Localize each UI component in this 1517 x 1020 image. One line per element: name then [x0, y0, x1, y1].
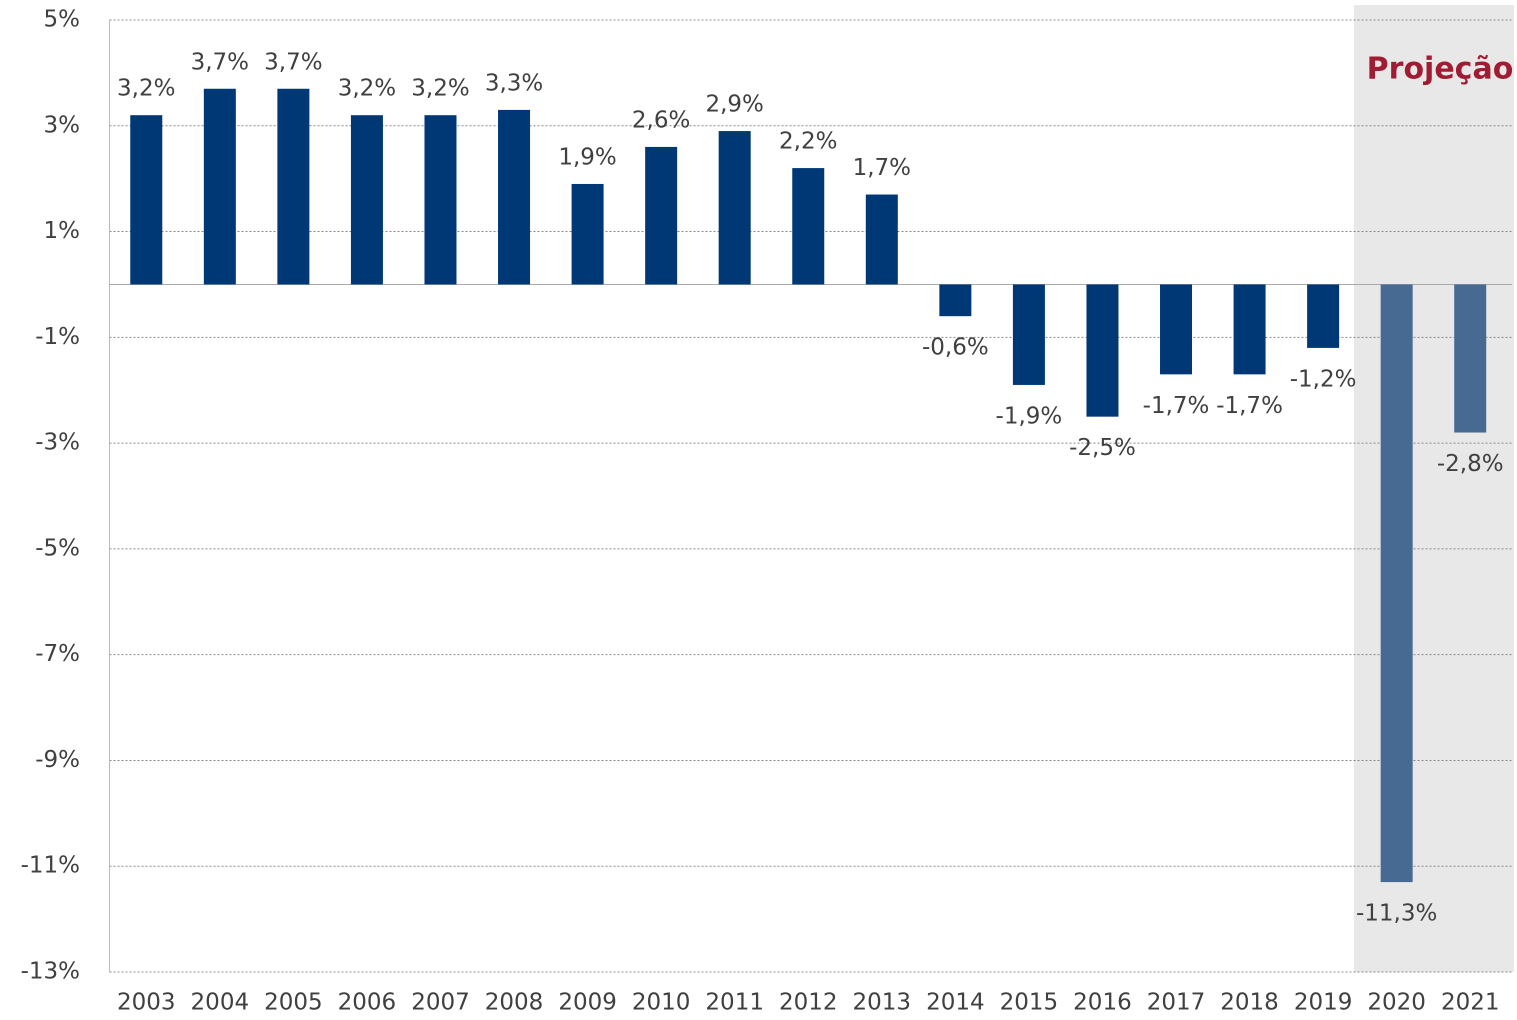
value-label: 3,2% [411, 76, 469, 102]
value-label: -2,5% [1069, 435, 1136, 461]
y-tick-label: -1% [35, 324, 80, 350]
x-tick-label: 2003 [117, 990, 176, 1016]
bar [1307, 284, 1340, 348]
x-tick-label: 2013 [853, 990, 912, 1016]
value-label: 1,9% [558, 144, 616, 170]
bar [1086, 284, 1119, 417]
x-tick-label: 2018 [1220, 990, 1279, 1016]
x-tick-label: 2011 [705, 990, 764, 1016]
bar [130, 115, 163, 285]
x-tick-label: 2016 [1073, 990, 1132, 1016]
value-label: -0,6% [922, 335, 989, 361]
value-label: -11,3% [1356, 901, 1437, 927]
value-label: 2,6% [632, 107, 690, 133]
y-tick-label: 1% [44, 218, 81, 244]
value-label: 3,2% [338, 76, 396, 102]
bar [718, 131, 751, 285]
bar [350, 115, 383, 285]
bar [645, 146, 678, 285]
y-tick-label: -7% [35, 641, 80, 667]
x-tick-label: 2021 [1441, 990, 1500, 1016]
bar [865, 194, 898, 285]
value-label: -1,7% [1143, 393, 1210, 419]
bar [1012, 284, 1045, 385]
bar [1160, 284, 1193, 375]
x-tick-label: 2009 [558, 990, 617, 1016]
value-label: 3,2% [117, 76, 175, 102]
y-tick-label: -3% [35, 430, 80, 456]
value-label: 3,7% [191, 49, 249, 75]
value-label: 3,7% [264, 49, 322, 75]
bar [1454, 284, 1487, 433]
value-label: 2,2% [779, 129, 837, 155]
x-tick-label: 2019 [1294, 990, 1353, 1016]
x-tick-label: 2020 [1367, 990, 1426, 1016]
y-tick-label: -9% [35, 747, 80, 773]
bar [498, 109, 531, 285]
x-tick-label: 2017 [1147, 990, 1206, 1016]
bar [939, 284, 972, 317]
value-label: -1,2% [1290, 366, 1357, 392]
bar [792, 168, 825, 285]
x-tick-label: 2008 [485, 990, 544, 1016]
y-tick-label: 5% [44, 7, 81, 33]
value-label: 1,7% [853, 155, 911, 181]
value-label: -1,9% [996, 403, 1063, 429]
bar [1233, 284, 1266, 375]
bar [1380, 284, 1413, 883]
y-tick-label: -11% [21, 853, 80, 879]
y-tick-label: -5% [35, 535, 80, 561]
bar [277, 88, 310, 285]
projection-shade [1353, 5, 1514, 972]
value-label: 3,3% [485, 70, 543, 96]
x-tick-label: 2004 [191, 990, 250, 1016]
x-tick-label: 2015 [1000, 990, 1059, 1016]
x-tick-label: 2005 [264, 990, 323, 1016]
projection-label: Projeção [1367, 52, 1514, 87]
x-tick-label: 2014 [926, 990, 985, 1016]
bar [571, 183, 604, 285]
bar [424, 115, 457, 285]
value-label: 2,9% [705, 92, 763, 118]
y-tick-label: 3% [44, 112, 81, 138]
value-label: -1,7% [1216, 393, 1283, 419]
x-tick-label: 2007 [411, 990, 470, 1016]
y-tick-label: -13% [21, 959, 80, 985]
x-tick-label: 2012 [779, 990, 838, 1016]
x-tick-label: 2006 [338, 990, 397, 1016]
bar [203, 88, 236, 285]
x-tick-label: 2010 [632, 990, 691, 1016]
value-label: -2,8% [1437, 451, 1504, 477]
